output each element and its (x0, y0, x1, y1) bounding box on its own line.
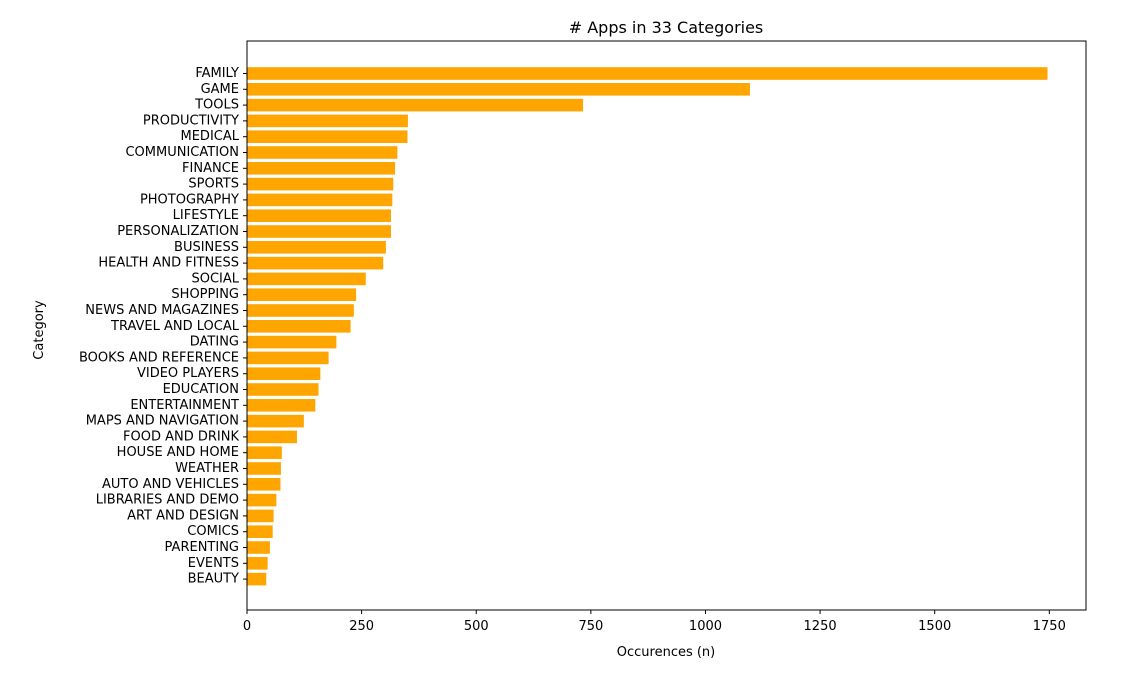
category-label: MEDICAL (181, 129, 240, 144)
bar (247, 130, 408, 143)
category-label: EDUCATION (163, 382, 239, 397)
category-label: LIFESTYLE (173, 208, 239, 223)
category-label: SOCIAL (191, 271, 239, 286)
category-label: BOOKS AND REFERENCE (79, 350, 239, 365)
category-label: WEATHER (175, 461, 239, 476)
category-label: NEWS AND MAGAZINES (85, 303, 239, 318)
bar (247, 193, 393, 207)
category-label: PHOTOGRAPHY (140, 192, 239, 207)
bar (247, 478, 281, 491)
category-label: EVENTS (188, 556, 239, 571)
category-label: MAPS AND NAVIGATION (86, 414, 239, 429)
category-label: BEAUTY (188, 572, 239, 587)
bar (247, 146, 398, 159)
chart-title: # Apps in 33 Categories (569, 18, 764, 37)
category-label: GAME (201, 82, 239, 97)
bar (247, 162, 396, 175)
category-label: HEALTH AND FITNESS (98, 256, 239, 271)
bar (247, 272, 366, 286)
category-label: FAMILY (195, 66, 239, 81)
category-label: ENTERTAINMENT (130, 398, 239, 413)
bar (247, 525, 273, 538)
category-label: PARENTING (165, 540, 239, 555)
plot-frame (246, 40, 1087, 611)
bar (247, 83, 750, 96)
bar (247, 572, 267, 586)
bar (247, 541, 270, 554)
y-axis-label: Category (32, 300, 47, 360)
category-label: COMICS (187, 524, 239, 539)
bar (247, 351, 329, 365)
bar (247, 225, 391, 238)
category-label: PRODUCTIVITY (143, 113, 239, 128)
category-label: DATING (190, 335, 239, 350)
category-label: SPORTS (188, 177, 239, 192)
x-tick-label: 750 (578, 619, 603, 634)
bar (247, 256, 384, 270)
category-label: AUTO AND VEHICLES (102, 477, 239, 492)
bar (247, 509, 274, 523)
x-tick-label: 1000 (689, 619, 722, 634)
x-axis-label: Occurences (n) (617, 645, 716, 660)
category-label: ART AND DESIGN (127, 508, 239, 523)
bar (247, 335, 337, 349)
bar (247, 241, 386, 254)
x-tick-label: 500 (464, 619, 489, 634)
bar (247, 414, 304, 428)
bar (247, 177, 394, 191)
bar (247, 493, 277, 507)
x-tick-label: 1750 (1033, 619, 1066, 634)
category-label: FINANCE (182, 161, 239, 176)
category-label: TOOLS (194, 98, 239, 113)
category-label: FOOD AND DRINK (123, 429, 239, 444)
x-tick-label: 1250 (804, 619, 837, 634)
bar (247, 320, 351, 333)
x-ticks: 0 250 500 750 1000 1250 1500 1750 (243, 610, 1066, 634)
bar (247, 399, 316, 412)
category-label: VIDEO PLAYERS (137, 366, 239, 381)
x-tick-label: 1500 (918, 619, 951, 634)
category-label: COMMUNICATION (125, 145, 239, 160)
category-label: LIBRARIES AND DEMO (96, 493, 239, 508)
bar (247, 462, 281, 475)
category-label: SHOPPING (171, 287, 239, 302)
bar (247, 67, 1048, 80)
bars-group (247, 67, 1048, 586)
category-labels: FAMILYGAMETOOLSPRODUCTIVITYMEDICALCOMMUN… (79, 66, 247, 587)
bar (247, 98, 584, 112)
category-label: TRAVEL AND LOCAL (110, 319, 240, 334)
bar (247, 446, 282, 459)
bar (247, 114, 408, 128)
category-label: PERSONALIZATION (117, 224, 239, 239)
bar (247, 288, 357, 301)
bar (247, 557, 268, 570)
bar (247, 383, 319, 396)
x-tick-label: 0 (243, 619, 251, 634)
x-tick-label: 250 (349, 619, 374, 634)
category-label: HOUSE AND HOME (117, 445, 239, 460)
bar (247, 304, 354, 317)
bar (247, 209, 391, 222)
bar (247, 430, 297, 444)
category-label: BUSINESS (174, 240, 239, 255)
bar (247, 367, 321, 380)
